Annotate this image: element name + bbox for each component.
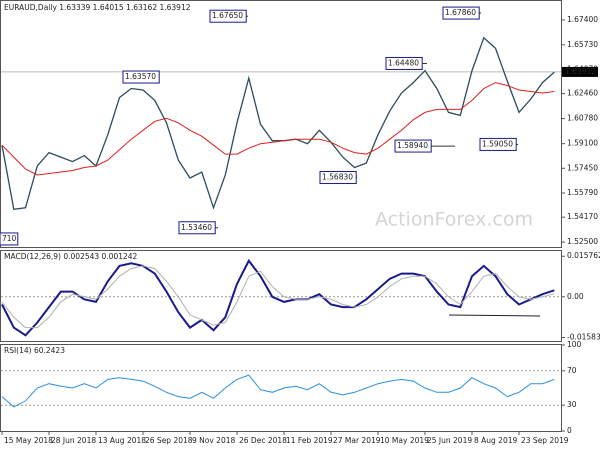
x-tick-label: 23 Sep 2019 bbox=[521, 436, 569, 445]
y-tick-label: 0 bbox=[567, 426, 572, 435]
y-tick-label: 0.00 bbox=[567, 292, 584, 301]
annotation-label: 1.56830 bbox=[322, 173, 353, 182]
annotation-box bbox=[442, 6, 480, 20]
annotation-label: 710 bbox=[2, 234, 17, 243]
y-tick-label: 30 bbox=[567, 400, 577, 409]
rsi-panel bbox=[0, 344, 562, 432]
price-header: EURAUD,Daily 1.63339 1.64015 1.63162 1.6… bbox=[4, 3, 191, 12]
watermark: ActionForex.com bbox=[375, 209, 533, 231]
annotation-label: 1.63570 bbox=[125, 72, 156, 81]
annotation-label: 1.64480 bbox=[388, 58, 419, 67]
series-line bbox=[1, 82, 555, 176]
price-panel bbox=[0, 0, 562, 248]
y-tick-label: 1.67400 bbox=[567, 15, 598, 24]
rsi-header: RSI(14) 60.2423 bbox=[4, 346, 65, 355]
last-price-label: 1.63912 bbox=[565, 67, 596, 76]
annotation-label: 1.67650 bbox=[212, 11, 243, 20]
annotation-box bbox=[385, 56, 423, 70]
macd-header: MACD(12,26,9) 0.002543 0.001242 bbox=[4, 252, 138, 261]
last-price-box bbox=[562, 66, 598, 77]
x-tick-label: 26 Sep 2018 bbox=[145, 436, 193, 445]
annotation-label: 1.67860 bbox=[445, 8, 476, 17]
x-tick-label: 28 Jun 2018 bbox=[51, 436, 96, 445]
y-tick-label: 1.60780 bbox=[567, 114, 598, 123]
y-tick-label: 1.65730 bbox=[567, 40, 598, 49]
x-tick-label: 9 Nov 2018 bbox=[192, 436, 235, 445]
y-tick-label: 1.57450 bbox=[567, 163, 598, 172]
annotation-label: 1.53460 bbox=[181, 223, 212, 232]
series-line bbox=[1, 265, 555, 329]
annotation-box bbox=[209, 9, 247, 23]
annotation-box bbox=[319, 171, 357, 185]
y-tick-label: 1.54170 bbox=[567, 212, 598, 221]
macd-trendline bbox=[448, 314, 541, 317]
y-tick-label: 1.52500 bbox=[567, 237, 598, 246]
x-tick-label: 27 Mar 2019 bbox=[333, 436, 381, 445]
annotation-label: 1.58940 bbox=[397, 141, 428, 150]
y-tick-label: -0.015834 bbox=[567, 332, 600, 341]
y-tick-label: 1.62460 bbox=[567, 89, 598, 98]
annotation-label: 1.59050 bbox=[482, 139, 513, 148]
y-tick-label: 70 bbox=[567, 366, 577, 375]
x-tick-label: 26 Dec 2018 bbox=[239, 436, 287, 445]
y-tick-label: 0.015762 bbox=[567, 251, 600, 260]
annotation-box bbox=[122, 70, 160, 84]
series-line bbox=[1, 374, 555, 408]
x-tick-label: 13 Aug 2018 bbox=[98, 436, 146, 445]
y-tick-label: 1.59100 bbox=[567, 139, 598, 148]
x-tick-label: 11 Feb 2019 bbox=[286, 436, 333, 445]
x-tick-label: 25 Jun 2019 bbox=[427, 436, 472, 445]
y-tick-label: 100 bbox=[567, 340, 582, 349]
x-tick-label: 8 Aug 2019 bbox=[474, 436, 517, 445]
y-tick-label: 1.55790 bbox=[567, 188, 598, 197]
macd-panel bbox=[0, 250, 562, 342]
x-tick-label: 15 May 2018 bbox=[4, 436, 53, 445]
annotation-box bbox=[178, 221, 216, 235]
annotation-box bbox=[394, 139, 432, 153]
annotation-box bbox=[479, 137, 517, 151]
annotation-box bbox=[0, 232, 19, 246]
x-tick-label: 10 May 2019 bbox=[380, 436, 429, 445]
